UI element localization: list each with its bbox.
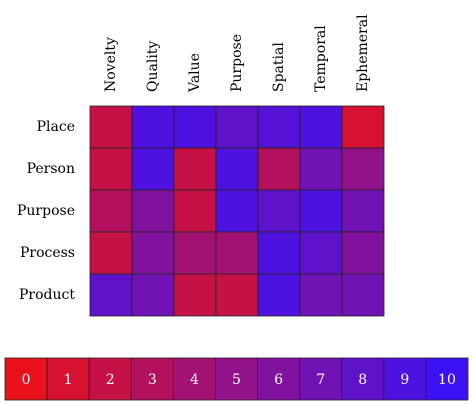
- column-label: Temporal: [313, 25, 329, 92]
- heatmap-cell: [215, 273, 259, 317]
- row-label: Purpose: [17, 203, 75, 219]
- heatmap-cell: [215, 105, 259, 149]
- colorbar-label: 2: [106, 372, 115, 388]
- heatmap-cell: [299, 231, 343, 275]
- heatmap-cell: [173, 189, 217, 233]
- heatmap-cell: [299, 273, 343, 317]
- heatmap-cell: [341, 105, 385, 149]
- heatmap-cell: [89, 189, 133, 233]
- heatmap-cell: [215, 147, 259, 191]
- heatmap-cell: [257, 273, 301, 317]
- colorbar-cell: [425, 357, 469, 401]
- heatmap-cell: [341, 273, 385, 317]
- row-label: Person: [27, 161, 75, 177]
- colorbar-cell: [341, 357, 385, 401]
- heatmap-cell: [257, 189, 301, 233]
- heatmap-cell: [215, 231, 259, 275]
- heatmap-cell: [89, 273, 133, 317]
- row-label: Process: [20, 245, 75, 261]
- heatmap-cell: [131, 273, 175, 317]
- colorbar-label: 7: [316, 372, 325, 388]
- heatmap-cell: [257, 105, 301, 149]
- heatmap-cell: [173, 231, 217, 275]
- heatmap-cell: [89, 105, 133, 149]
- colorbar-label: 1: [64, 372, 73, 388]
- column-label: Quality: [145, 41, 161, 92]
- heatmap-cell: [131, 147, 175, 191]
- colorbar-label: 0: [22, 372, 31, 388]
- colorbar-cell: [383, 357, 427, 401]
- colorbar-label: 9: [400, 372, 409, 388]
- heatmap-cell: [173, 273, 217, 317]
- colorbar-label: 5: [232, 372, 241, 388]
- heatmap-cell: [299, 105, 343, 149]
- row-label: Product: [19, 287, 75, 303]
- colorbar-cell: [215, 357, 258, 401]
- column-label: Ephemeral: [355, 14, 371, 92]
- colorbar-cell: [299, 357, 343, 401]
- heatmap-cell: [131, 189, 175, 233]
- column-label: Value: [187, 53, 203, 93]
- colorbar-label: 4: [190, 372, 199, 388]
- row-label: Place: [37, 119, 75, 135]
- colorbar-cell: [4, 357, 48, 401]
- heatmap-cell: [299, 189, 343, 233]
- heatmap-cell: [299, 147, 343, 191]
- heatmap-cell: [341, 231, 385, 275]
- column-label: Novelty: [103, 37, 119, 92]
- heatmap-cell: [215, 189, 259, 233]
- colorbar-label: 10: [438, 372, 456, 388]
- colorbar-label: 3: [148, 372, 157, 388]
- colorbar-cell: [172, 357, 216, 401]
- heatmap-cell: [341, 189, 385, 233]
- column-label: Spatial: [271, 42, 287, 92]
- heatmap-cell: [341, 147, 385, 191]
- heatmap-cell: [173, 105, 217, 149]
- heatmap-cell: [89, 147, 133, 191]
- heatmap-cell: [257, 147, 301, 191]
- colorbar-label: 6: [274, 372, 283, 388]
- heatmap-cell: [173, 147, 217, 191]
- colorbar-cell: [257, 357, 301, 401]
- heatmap-cell: [257, 231, 301, 275]
- colorbar-cell: [46, 357, 90, 401]
- heatmap-cell: [131, 105, 175, 149]
- colorbar-label: 8: [358, 372, 367, 388]
- column-label: Purpose: [229, 34, 245, 92]
- heatmap-cell: [131, 231, 175, 275]
- colorbar-cell: [88, 357, 132, 401]
- heatmap-cell: [89, 231, 133, 275]
